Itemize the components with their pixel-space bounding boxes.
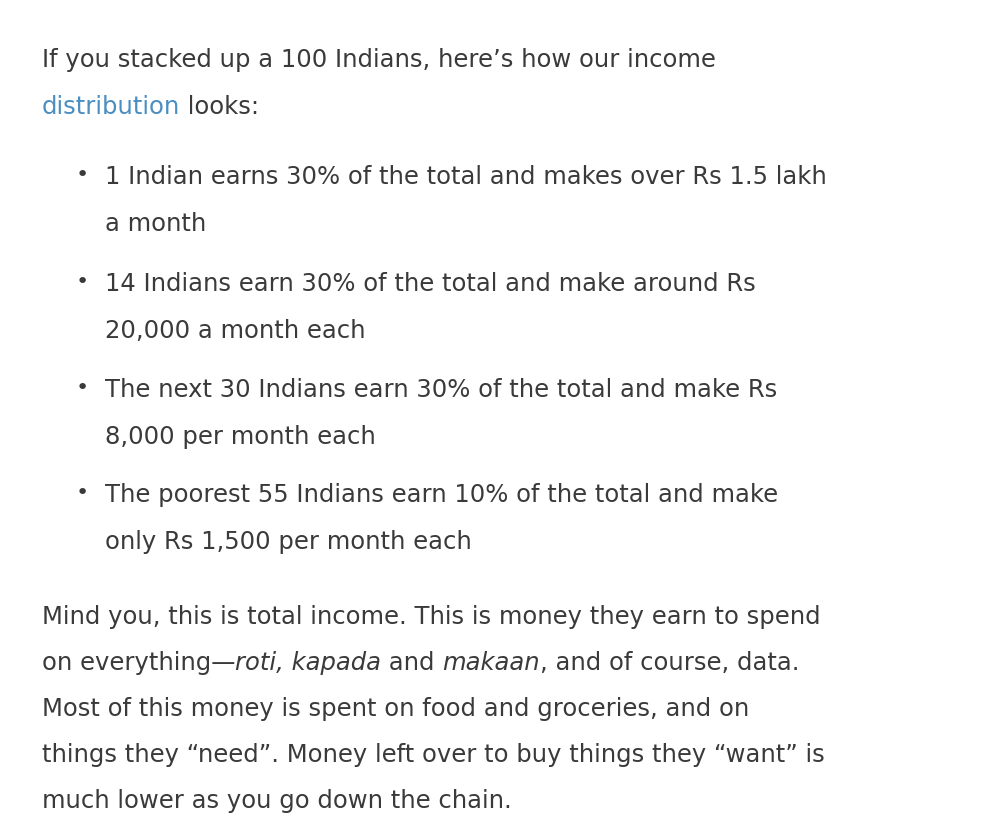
Text: •: • <box>76 483 88 503</box>
Text: distribution: distribution <box>42 95 181 119</box>
Text: roti, kapada: roti, kapada <box>236 651 381 675</box>
Text: •: • <box>76 272 88 292</box>
Text: •: • <box>76 165 88 185</box>
Text: 20,000 a month each: 20,000 a month each <box>105 319 365 343</box>
Text: a month: a month <box>105 212 206 236</box>
Text: If you stacked up a 100 Indians, here’s how our income: If you stacked up a 100 Indians, here’s … <box>42 48 716 72</box>
Text: 8,000 per month each: 8,000 per month each <box>105 425 376 449</box>
Text: , and of course, data.: , and of course, data. <box>540 651 799 675</box>
Text: Most of this money is spent on food and groceries, and on: Most of this money is spent on food and … <box>42 697 749 721</box>
Text: makaan: makaan <box>443 651 540 675</box>
Text: things they “need”. Money left over to buy things they “want” is: things they “need”. Money left over to b… <box>42 743 825 767</box>
Text: The next 30 Indians earn 30% of the total and make Rs: The next 30 Indians earn 30% of the tota… <box>105 378 777 402</box>
Text: The poorest 55 Indians earn 10% of the total and make: The poorest 55 Indians earn 10% of the t… <box>105 483 778 507</box>
Text: 14 Indians earn 30% of the total and make around Rs: 14 Indians earn 30% of the total and mak… <box>105 272 756 296</box>
Text: only Rs 1,500 per month each: only Rs 1,500 per month each <box>105 530 471 554</box>
Text: 1 Indian earns 30% of the total and makes over Rs 1.5 lakh: 1 Indian earns 30% of the total and make… <box>105 165 827 189</box>
Text: and: and <box>381 651 443 675</box>
Text: much lower as you go down the chain.: much lower as you go down the chain. <box>42 789 512 813</box>
Text: looks:: looks: <box>181 95 259 119</box>
Text: on everything—: on everything— <box>42 651 236 675</box>
Text: Mind you, this is total income. This is money they earn to spend: Mind you, this is total income. This is … <box>42 605 821 629</box>
Text: •: • <box>76 378 88 398</box>
